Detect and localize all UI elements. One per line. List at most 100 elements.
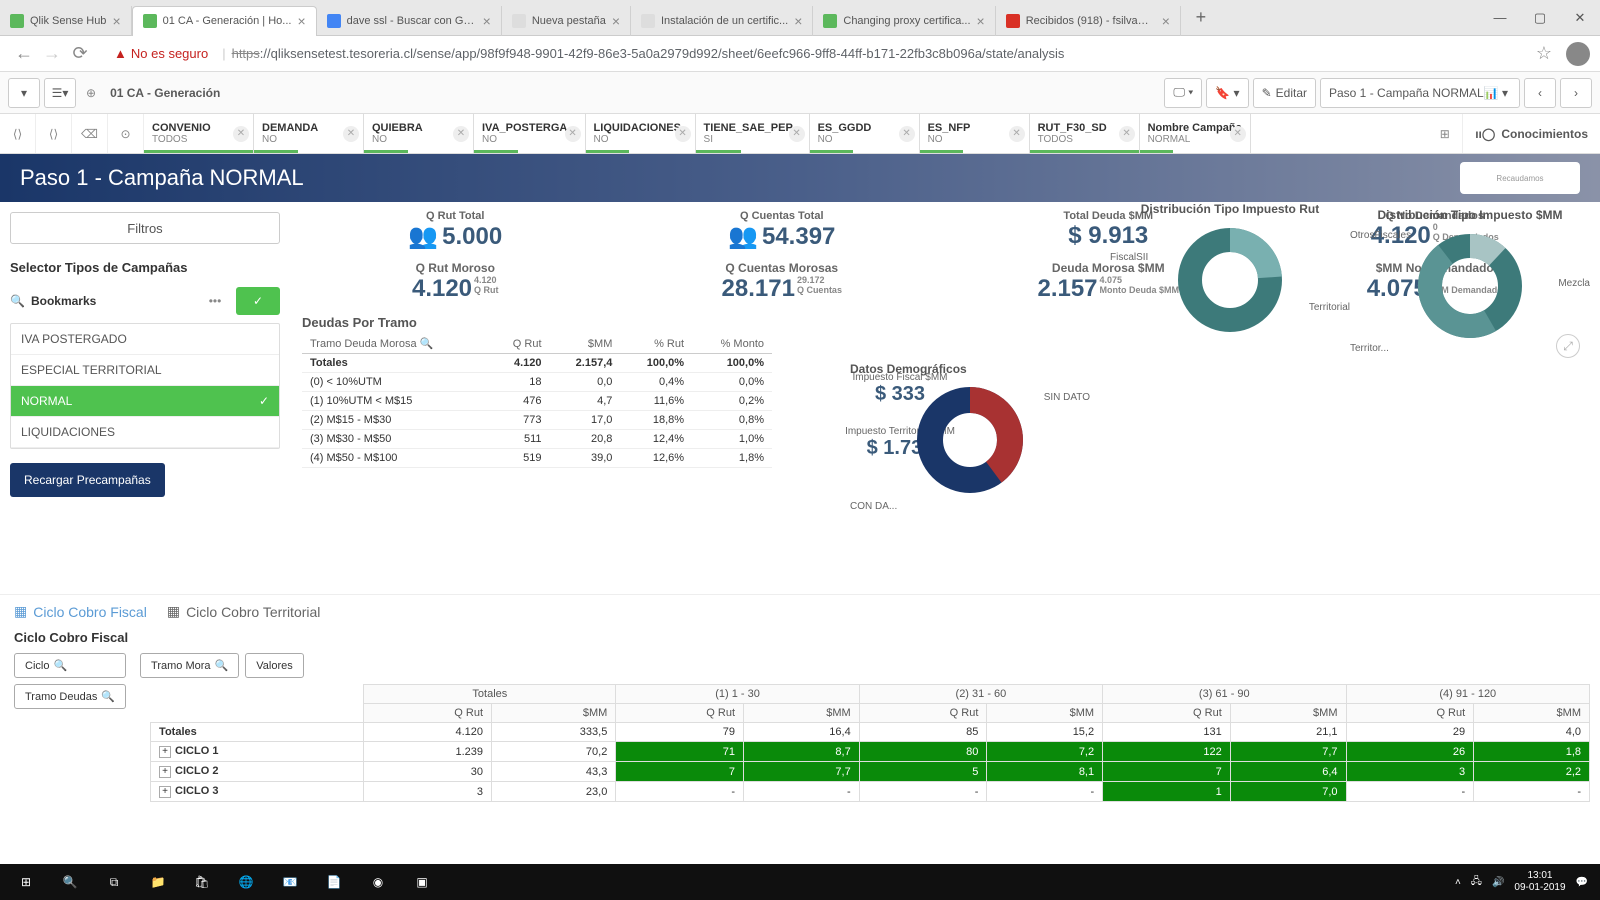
word-icon[interactable]: 📄 <box>312 864 356 900</box>
campaign-item[interactable]: LIQUIDACIONES <box>11 417 279 448</box>
store-icon[interactable]: 🛍 <box>180 864 224 900</box>
selection-fwd-icon[interactable]: ⟨⟩ <box>36 114 72 153</box>
tramo-deudas-selector[interactable]: Tramo Deudas 🔍 <box>14 684 126 709</box>
campaign-item[interactable]: ESPECIAL TERRITORIAL <box>11 355 279 386</box>
tab-close-icon[interactable]: × <box>112 13 120 29</box>
filter-item[interactable]: IVA_POSTERGA...NO✕ <box>474 114 586 153</box>
tray-chevron-icon[interactable]: ˄ <box>1455 877 1461 888</box>
filter-clear-icon[interactable]: ✕ <box>233 126 249 142</box>
back-button[interactable]: ← <box>10 40 38 68</box>
ciclo-selector[interactable]: Ciclo 🔍 <box>14 653 126 678</box>
network-icon[interactable]: 🖧 <box>1471 874 1482 891</box>
bookmark-search[interactable]: 🔍 Bookmarks <box>10 294 194 308</box>
bookmark-more-button[interactable]: ••• <box>200 287 230 315</box>
list-button[interactable]: ☰▾ <box>44 78 76 108</box>
browser-tab[interactable]: Recibidos (918) - fsilva@...× <box>996 6 1181 36</box>
url-input[interactable]: ▲ No es seguro | https://qliksensetest.t… <box>104 40 1520 68</box>
filter-label: QUIEBRA <box>372 122 465 134</box>
browser-tab[interactable]: dave ssl - Buscar con Go...× <box>317 6 502 36</box>
tab-close-icon[interactable]: × <box>297 13 305 29</box>
campaign-item[interactable]: NORMAL <box>11 386 279 417</box>
filter-item[interactable]: ES_NFPNO✕ <box>920 114 1030 153</box>
tab-ciclo-fiscal[interactable]: ▦Ciclo Cobro Fiscal <box>14 603 147 620</box>
close-window-button[interactable]: ✕ <box>1560 4 1600 32</box>
tramo-mora-selector[interactable]: Tramo Mora 🔍 <box>140 653 239 678</box>
menu-button[interactable]: ▾ <box>8 78 40 108</box>
filter-item[interactable]: ES_GGDDNO✕ <box>810 114 920 153</box>
reload-campaigns-button[interactable]: Recargar Precampañas <box>10 463 165 497</box>
donut-demograficos[interactable]: Datos Demográficos SIN DATO CON DA... <box>850 362 1090 522</box>
prev-sheet-button[interactable]: ‹ <box>1524 78 1556 108</box>
filter-value: SI <box>704 134 801 145</box>
outlook-icon[interactable]: 📧 <box>268 864 312 900</box>
donut-tipo-mm[interactable]: Distribución Tipo Impuesto $MM OtrosFisc… <box>1350 208 1590 368</box>
step-dropdown[interactable]: Paso 1 - Campaña NORMAL 📊 ▾ <box>1320 78 1520 108</box>
chrome-icon[interactable]: ◉ <box>356 864 400 900</box>
filter-clear-icon[interactable]: ✕ <box>789 126 805 142</box>
filter-item[interactable]: Nombre CampañaNORMAL✕ <box>1140 114 1251 153</box>
profile-avatar[interactable] <box>1566 42 1590 66</box>
smart-search-icon[interactable]: ⊙ <box>108 114 144 153</box>
filter-value: NO <box>594 134 687 145</box>
tab-close-icon[interactable]: × <box>612 13 620 29</box>
browser-tab[interactable]: Changing proxy certifica...× <box>813 6 995 36</box>
browser-tab[interactable]: Instalación de un certific...× <box>631 6 813 36</box>
campaign-item[interactable]: IVA POSTERGADO <box>11 324 279 355</box>
maximize-button[interactable]: ▢ <box>1520 4 1560 32</box>
forward-button[interactable]: → <box>38 40 66 68</box>
cycle-tabs: ▦Ciclo Cobro Fiscal ▦Ciclo Cobro Territo… <box>0 594 1600 628</box>
browser-tab[interactable]: Nueva pestaña× <box>502 6 631 36</box>
explorer-icon[interactable]: 📁 <box>136 864 180 900</box>
edit-button[interactable]: ✎ Editar <box>1253 78 1316 108</box>
filter-clear-icon[interactable]: ✕ <box>1009 126 1025 142</box>
selection-back-icon[interactable]: ⟨⟩ <box>0 114 36 153</box>
task-view-icon[interactable]: ⧉ <box>92 864 136 900</box>
screen-button[interactable]: 🖵 ▾ <box>1164 78 1202 108</box>
ie-icon[interactable]: 🌐 <box>224 864 268 900</box>
bookmark-button[interactable]: 🔖 ▾ <box>1206 78 1248 108</box>
reload-button[interactable]: ⟳ <box>66 40 94 68</box>
volume-icon[interactable]: 🔊 <box>1492 877 1504 888</box>
tab-ciclo-territorial[interactable]: ▦Ciclo Cobro Territorial <box>167 603 321 620</box>
filter-clear-icon[interactable]: ✕ <box>565 126 581 142</box>
start-button[interactable]: ⊞ <box>4 864 48 900</box>
app-icon[interactable]: ▣ <box>400 864 444 900</box>
filter-clear-icon[interactable]: ✕ <box>343 126 359 142</box>
tab-close-icon[interactable]: × <box>977 13 985 29</box>
notification-icon[interactable]: 💬 <box>1576 877 1588 888</box>
donut-tipo-rut[interactable]: Distribución Tipo Impuesto Rut FiscalSII… <box>1110 202 1350 362</box>
valores-selector[interactable]: Valores <box>245 653 303 678</box>
clock[interactable]: 13:01 09-01-2019 <box>1514 870 1565 894</box>
tab-close-icon[interactable]: × <box>483 13 491 29</box>
filter-clear-icon[interactable]: ✕ <box>1230 126 1246 142</box>
new-tab-button[interactable]: + <box>1181 7 1221 28</box>
filter-item[interactable]: CONVENIOTODOS✕ <box>144 114 254 153</box>
filtros-button[interactable]: Filtros <box>10 212 280 244</box>
filter-item[interactable]: RUT_F30_SDTODOS✕ <box>1030 114 1140 153</box>
next-sheet-button[interactable]: › <box>1560 78 1592 108</box>
browser-tab[interactable]: Qlik Sense Hub× <box>0 6 132 36</box>
selections-tool-icon[interactable]: ⊞ <box>1427 114 1463 153</box>
deuda-table[interactable]: Tramo Deuda Morosa 🔍Q Rut$MM% Rut% Monto… <box>302 334 772 468</box>
browser-tab-strip: Qlik Sense Hub×01 CA - Generación | Ho..… <box>0 0 1600 36</box>
filter-clear-icon[interactable]: ✕ <box>1119 126 1135 142</box>
bookmark-star-icon[interactable]: ☆ <box>1530 40 1558 68</box>
bookmark-confirm-button[interactable]: ✓ <box>236 287 280 315</box>
search-icon: 🔍 <box>10 294 25 308</box>
filter-item[interactable]: QUIEBRANO✕ <box>364 114 474 153</box>
expand-icon[interactable]: ⤢ <box>1556 334 1580 358</box>
browser-tab[interactable]: 01 CA - Generación | Ho...× <box>132 6 317 36</box>
pivot-table[interactable]: Totales(1) 1 - 30(2) 31 - 60(3) 61 - 90(… <box>150 684 1590 802</box>
tab-close-icon[interactable]: × <box>794 13 802 29</box>
filter-clear-icon[interactable]: ✕ <box>675 126 691 142</box>
filter-item[interactable]: LIQUIDACIONESNO✕ <box>586 114 696 153</box>
minimize-button[interactable]: — <box>1480 4 1520 32</box>
filter-clear-icon[interactable]: ✕ <box>453 126 469 142</box>
insights-button[interactable]: ıı◯ Conocimientos <box>1463 114 1600 153</box>
filter-item[interactable]: DEMANDANO✕ <box>254 114 364 153</box>
clear-selections-icon[interactable]: ⌫ <box>72 114 108 153</box>
filter-item[interactable]: TIENE_SAE_PEP...SI✕ <box>696 114 810 153</box>
tab-close-icon[interactable]: × <box>1162 13 1170 29</box>
search-icon[interactable]: 🔍 <box>48 864 92 900</box>
filter-clear-icon[interactable]: ✕ <box>899 126 915 142</box>
